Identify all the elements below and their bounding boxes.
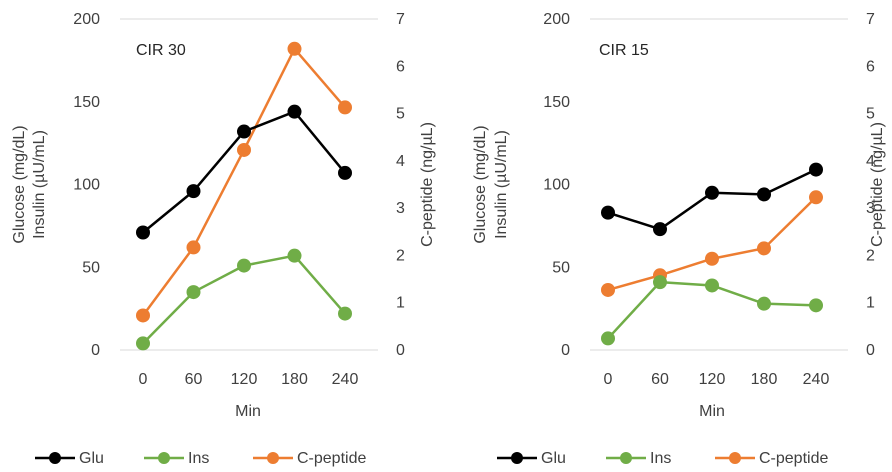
legend-label-ins: Ins (650, 450, 671, 467)
data-point-c-peptide (338, 100, 352, 115)
y-left-tick-label: 150 (543, 94, 570, 111)
data-point-glu (237, 124, 251, 139)
data-point-c-peptide (705, 251, 719, 266)
legend-marker-c-peptide (267, 452, 279, 464)
data-point-c-peptide (237, 142, 251, 157)
data-point-ins (705, 278, 719, 293)
y-left-axis-title-insulin: Insulin (µU/mL) (31, 130, 48, 239)
y-right-axis-title: C-peptide (ng/µL) (419, 122, 436, 247)
data-point-ins (757, 296, 771, 311)
y-left-tick-label: 100 (543, 177, 570, 194)
chart-panel-1: 0 50 100 150 200 0 1 2 3 4 5 6 7 0 60 120 180 240 Min Gluco… (11, 11, 436, 467)
legend: Glu Ins C-peptide (35, 450, 366, 467)
y-right-tick-label: 0 (866, 342, 875, 359)
y-right-tick-label: 4 (396, 153, 405, 170)
y-right-tick-label: 7 (396, 11, 405, 28)
data-point-c-peptide (601, 282, 615, 297)
legend-marker-glu (511, 452, 523, 464)
data-point-c-peptide (287, 41, 302, 56)
x-tick-label: 60 (185, 371, 203, 388)
y-right-tick-label: 2 (396, 247, 405, 264)
y-left-tick-label: 0 (91, 342, 100, 359)
data-point-glu (601, 205, 615, 220)
y-right-tick-label: 2 (866, 247, 875, 264)
legend-marker-ins (620, 452, 632, 464)
y-right-tick-label: 0 (396, 342, 405, 359)
data-point-ins (136, 336, 150, 351)
y-left-axis-title-insulin: Insulin (µU/mL) (493, 130, 510, 239)
legend-label-c-peptide: C-peptide (297, 450, 366, 467)
y-right-tick-label: 1 (866, 295, 875, 312)
data-point-ins (653, 275, 667, 290)
data-point-glu (809, 162, 823, 177)
data-point-glu (186, 184, 201, 199)
y-right-tick-label: 1 (396, 295, 405, 312)
panel-annotation: CIR 30 (136, 42, 186, 59)
data-point-ins (237, 258, 251, 273)
y-left-axis-title-glucose: Glucose (mg/dL) (472, 125, 489, 243)
y-right-tick-label: 5 (396, 106, 405, 123)
y-right-tick-label: 5 (866, 106, 875, 123)
data-point-glu (136, 225, 150, 240)
legend-marker-glu (49, 452, 61, 464)
x-tick-label: 240 (803, 371, 830, 388)
x-axis-title: Min (235, 403, 261, 420)
legend-label-glu: Glu (541, 450, 566, 467)
legend-label-glu: Glu (79, 450, 104, 467)
x-tick-label: 180 (281, 371, 308, 388)
y-right-tick-label: 6 (396, 58, 405, 75)
data-point-glu (287, 104, 302, 119)
series-line-c-peptide (141, 47, 346, 317)
data-point-glu (338, 165, 352, 180)
y-left-tick-label: 50 (552, 259, 570, 276)
data-point-c-peptide (757, 241, 771, 256)
legend-label-ins: Ins (188, 450, 209, 467)
y-right-tick-label: 7 (866, 11, 875, 28)
data-point-glu (705, 185, 719, 200)
data-point-ins (338, 306, 352, 321)
y-left-axis-title-glucose: Glucose (mg/dL) (11, 125, 28, 243)
y-left-tick-label: 150 (73, 94, 100, 111)
data-point-glu (757, 187, 771, 202)
y-right-axis-title: C-peptide (ng/µL) (869, 122, 886, 247)
x-tick-label: 0 (604, 371, 613, 388)
y-right-tick-label: 3 (396, 200, 405, 217)
y-left-tick-label: 200 (543, 11, 570, 28)
y-right-tick-label: 6 (866, 58, 875, 75)
x-tick-label: 0 (139, 371, 148, 388)
data-point-ins (601, 331, 615, 346)
legend-label-c-peptide: C-peptide (759, 450, 828, 467)
x-tick-label: 240 (332, 371, 359, 388)
data-point-ins (186, 285, 201, 300)
series-line-c-peptide (607, 196, 817, 292)
data-point-c-peptide (186, 240, 201, 255)
y-left-tick-label: 200 (73, 11, 100, 28)
x-tick-label: 120 (231, 371, 258, 388)
legend-marker-c-peptide (729, 452, 741, 464)
x-axis-title: Min (699, 403, 725, 420)
x-tick-label: 180 (751, 371, 778, 388)
y-right-tick-label: 4 (866, 153, 875, 170)
data-point-ins (809, 298, 823, 313)
x-tick-label: 60 (651, 371, 669, 388)
legend: Glu Ins C-peptide (497, 450, 828, 467)
data-point-c-peptide (136, 308, 150, 323)
panel-annotation: CIR 15 (599, 42, 649, 59)
data-point-ins (287, 248, 302, 263)
x-tick-label: 120 (699, 371, 726, 388)
y-left-tick-label: 0 (561, 342, 570, 359)
y-left-tick-label: 100 (73, 177, 100, 194)
data-point-c-peptide (809, 190, 823, 205)
y-right-tick-label: 3 (866, 200, 875, 217)
chart-panel-2: 0 50 100 150 200 0 1 2 3 4 5 6 7 0 60 120 180 240 Min Gluco… (472, 11, 886, 467)
legend-marker-ins (158, 452, 170, 464)
data-point-glu (653, 222, 667, 237)
y-left-tick-label: 50 (82, 259, 100, 276)
